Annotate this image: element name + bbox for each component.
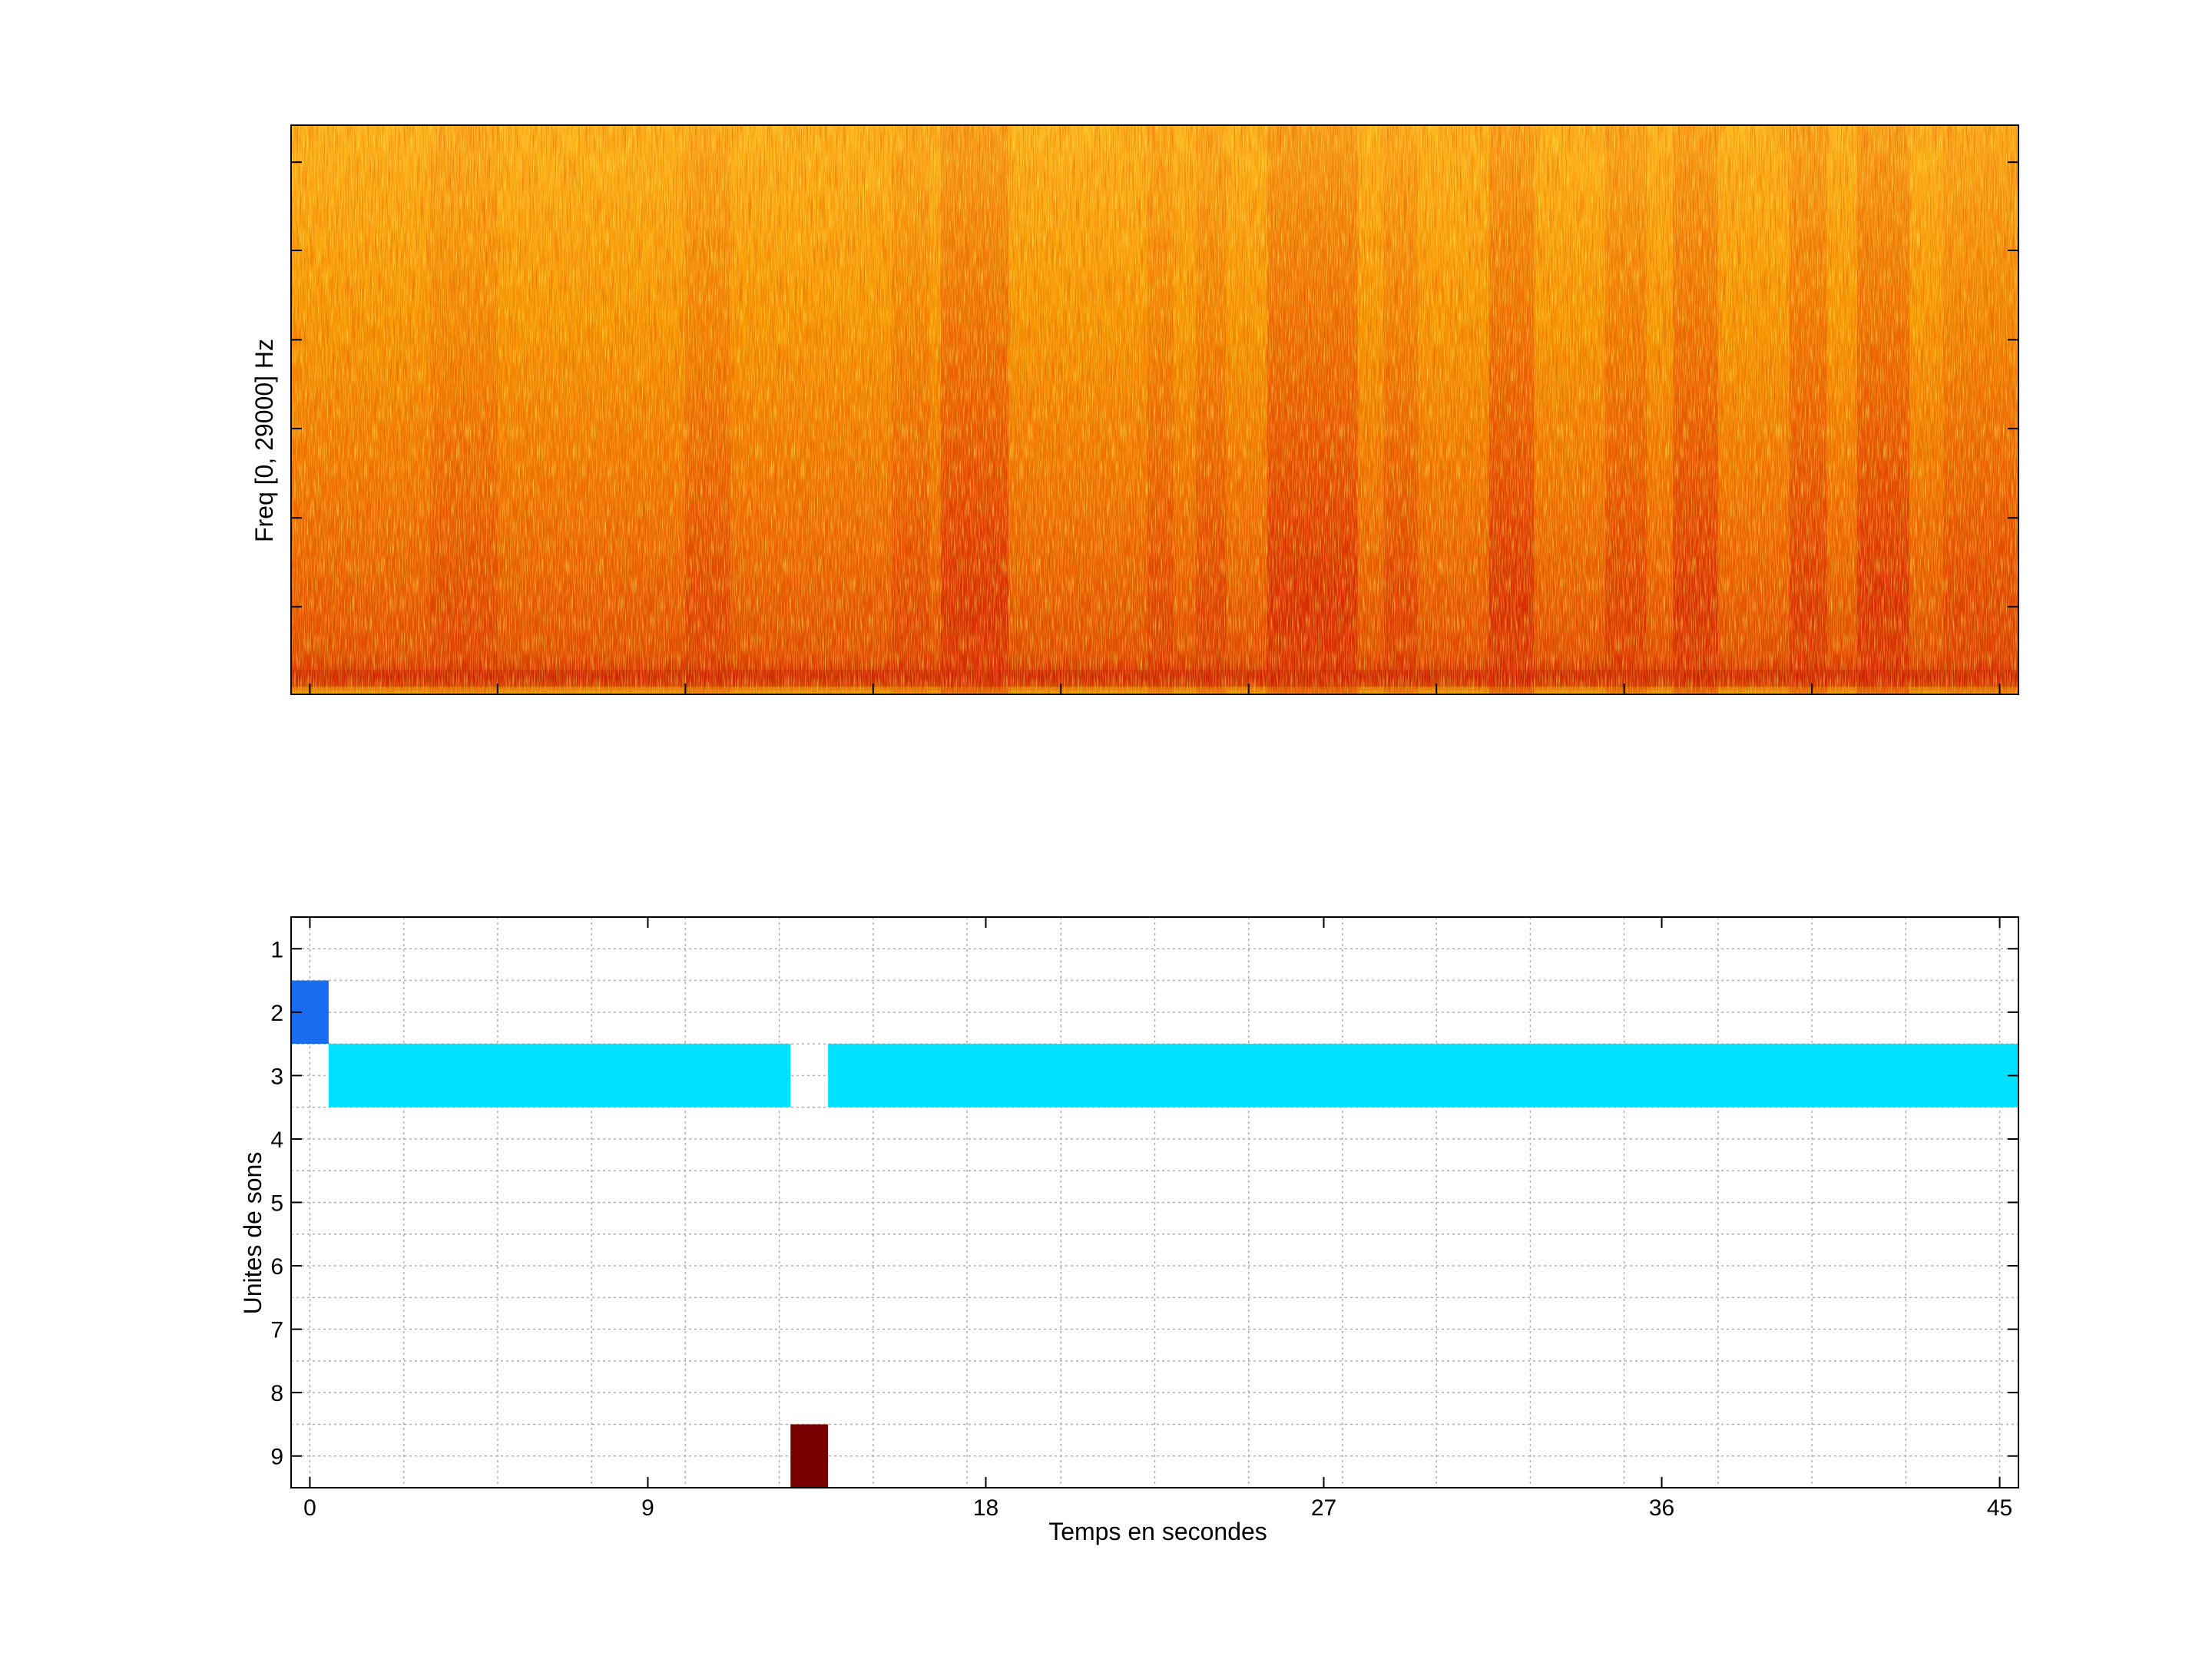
unit-segment-3 <box>328 1044 791 1108</box>
spectrogram-panel: Freq [0, 29000] Hz <box>250 124 2019 695</box>
spectrogram-frame <box>290 124 2019 695</box>
x-tick-label: 36 <box>1649 1495 1674 1521</box>
y-tick-label: 2 <box>270 1001 283 1026</box>
y-tick-label: 8 <box>270 1381 283 1406</box>
y-tick-label: 1 <box>270 937 283 962</box>
units-ticks <box>291 917 2018 1488</box>
y-tick-label: 3 <box>270 1064 283 1089</box>
x-tick-label: 27 <box>1311 1495 1336 1521</box>
y-tick-label: 6 <box>270 1254 283 1280</box>
units-y-tick-labels: 1 2 3 4 5 6 7 8 9 <box>270 937 283 1469</box>
units-grid <box>291 917 2018 1488</box>
x-tick-label: 9 <box>641 1495 654 1521</box>
units-y-axis-label: Unites de sons <box>239 1152 267 1315</box>
spectrogram-texture-dark <box>291 125 2018 694</box>
x-tick-label: 0 <box>303 1495 316 1521</box>
units-x-axis-label: Temps en secondes <box>1048 1518 1267 1545</box>
x-tick-label: 45 <box>1987 1495 2012 1521</box>
y-tick-label: 9 <box>270 1445 283 1470</box>
y-tick-label: 5 <box>270 1191 283 1217</box>
unit-segment-3 <box>828 1044 2018 1108</box>
units-x-tick-labels: 0 9 18 27 36 45 <box>303 1495 2012 1521</box>
units-segments <box>291 980 2018 1488</box>
unit-segment-9 <box>790 1424 829 1488</box>
y-tick-label: 7 <box>270 1318 283 1343</box>
y-tick-label: 4 <box>270 1128 283 1153</box>
x-tick-label: 18 <box>973 1495 998 1521</box>
spectrogram-ticks <box>291 161 2018 694</box>
spectrogram-y-axis-label: Freq [0, 29000] Hz <box>250 339 278 542</box>
